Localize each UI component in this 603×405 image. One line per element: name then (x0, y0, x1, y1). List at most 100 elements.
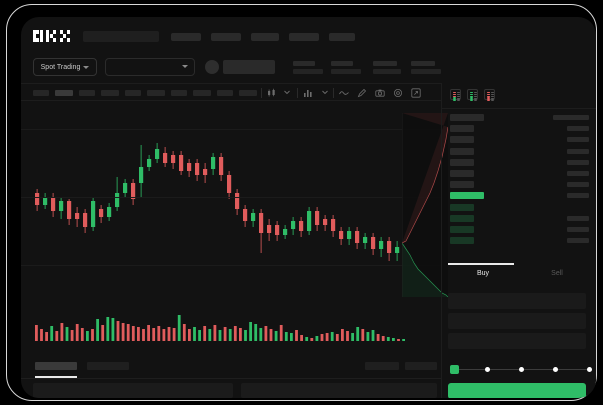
price-candlestick-chart[interactable] (21, 101, 448, 307)
order-amount-field[interactable] (448, 313, 586, 329)
orderbook-header-row-price (450, 114, 484, 121)
order-entry-form (442, 289, 596, 355)
chart-settings-gear-icon[interactable] (393, 88, 403, 98)
tf-1m[interactable] (33, 90, 49, 96)
orderbook-bid-row-1-price (450, 214, 474, 222)
stat-24h-high (331, 61, 361, 74)
slider-stop-75[interactable] (552, 366, 558, 372)
ticker-row: Spot Trading (21, 51, 596, 83)
app-screen: Spot Trading (21, 17, 596, 398)
bottom-tab-assets[interactable] (365, 362, 399, 370)
tf-1w[interactable] (193, 90, 211, 96)
orderbook-bid-row-2 (442, 225, 596, 234)
orderbook-ask-row-2 (442, 147, 596, 156)
tf-30m[interactable] (101, 90, 119, 96)
active-tab-underline (35, 376, 77, 378)
orderbook-header-row-size (553, 115, 589, 120)
stat-24h-high-value (331, 69, 361, 74)
chart-toolbar (21, 83, 441, 101)
orderbook-ask-row-4 (442, 169, 596, 178)
ob-mode-bids[interactable] (467, 89, 478, 101)
indicators-chevron-down-icon[interactable] (321, 88, 329, 96)
tab-buy[interactable]: Buy (476, 270, 490, 277)
drawing-pencil-icon[interactable] (357, 88, 367, 98)
ob-mode-both[interactable] (450, 89, 461, 101)
bottom-tab-order-history[interactable] (87, 362, 129, 370)
orderbook-ask-row-0-price (450, 125, 474, 133)
tf-5m[interactable] (55, 90, 73, 96)
ob-mode-asks[interactable] (484, 89, 495, 101)
tf-more[interactable] (239, 90, 257, 96)
order-price-field[interactable] (448, 293, 586, 309)
okx-logo[interactable] (33, 30, 70, 43)
last-price-value (223, 60, 275, 74)
toolbar-divider (333, 88, 334, 98)
candlestick-series (35, 143, 400, 261)
chevron-down-icon (182, 65, 188, 68)
gridline-1 (21, 197, 441, 198)
amount-percent-slider[interactable] (448, 364, 596, 376)
nav-tab-earn[interactable] (251, 33, 279, 41)
orderbook-bid-row-2-price (450, 226, 474, 233)
nav-search-input[interactable] (83, 31, 159, 42)
slider-stop-25[interactable] (485, 366, 491, 372)
nav-tab-web3[interactable] (289, 33, 319, 41)
orderbook-bid-row-1 (442, 214, 596, 223)
orderbook-ask-row-4-size (567, 171, 589, 176)
orderbook-spread-row (442, 191, 596, 200)
chart-type-chevron-down-icon[interactable] (283, 88, 291, 96)
orderbook-ask-row-0-size (567, 126, 589, 132)
stat-24h-turnover-value (411, 69, 441, 74)
divider (442, 108, 596, 109)
depth-chart-overlay (402, 113, 448, 297)
orderbook-spread-row-price (450, 192, 484, 200)
orderbook-ask-row-1-size (567, 137, 589, 143)
tab-sell[interactable]: Sell (551, 270, 563, 277)
stat-24h-change-label (293, 61, 315, 66)
orderbook-header-row (442, 113, 596, 122)
bottom-tab-open-orders[interactable] (35, 362, 77, 370)
orderbook-ask-row-2-size (567, 148, 589, 154)
top-navigation-bar (21, 17, 596, 51)
stat-24h-volume (373, 61, 401, 74)
volume-histogram (21, 307, 441, 353)
tf-1d[interactable] (171, 90, 187, 96)
candlestick-chart-type-icon[interactable] (267, 88, 277, 98)
nav-tab-trade[interactable] (171, 33, 201, 41)
nav-tab-more[interactable] (329, 33, 355, 41)
trading-pair-select[interactable] (105, 58, 195, 76)
coin-avatar (205, 60, 219, 74)
orderbook-ask-row-1-price (450, 136, 474, 144)
tf-1h[interactable] (125, 90, 141, 96)
stat-24h-turnover-label (411, 61, 435, 66)
tf-4h[interactable] (147, 90, 165, 96)
line-study-icon[interactable] (339, 88, 350, 98)
bottom-tab-hide[interactable] (405, 362, 437, 370)
bottom-panel-left (33, 383, 233, 398)
orderbook-bid-row-3-size (567, 238, 589, 244)
stat-24h-volume-label (373, 61, 397, 66)
trading-mode-select[interactable]: Spot Trading (33, 58, 97, 76)
snapshot-camera-icon[interactable] (375, 88, 385, 98)
chevron-down-icon (83, 65, 90, 69)
bottom-panel-right (241, 383, 437, 398)
tf-1mo[interactable] (217, 90, 233, 96)
slider-handle[interactable] (450, 365, 459, 374)
orderbook-ask-row-5 (442, 180, 596, 189)
slider-stop-50[interactable] (519, 366, 524, 372)
active-side-underline (448, 263, 514, 265)
buy-submit-button[interactable] (448, 383, 586, 398)
nav-tab-markets[interactable] (211, 33, 241, 41)
toolbar-divider (261, 88, 262, 98)
orderbook-bid-row-0 (442, 203, 596, 212)
tf-15m[interactable] (79, 90, 95, 96)
orderbook-ask-row-0 (442, 124, 596, 133)
volume-bars (35, 315, 405, 341)
orderbook-ask-row-3 (442, 158, 596, 167)
fullscreen-expand-icon[interactable] (411, 88, 421, 98)
slider-stop-100[interactable] (586, 366, 592, 372)
gridline-0 (21, 129, 441, 130)
order-total-field[interactable] (448, 333, 586, 349)
stat-24h-change (293, 61, 323, 74)
indicators-icon[interactable] (303, 88, 313, 98)
